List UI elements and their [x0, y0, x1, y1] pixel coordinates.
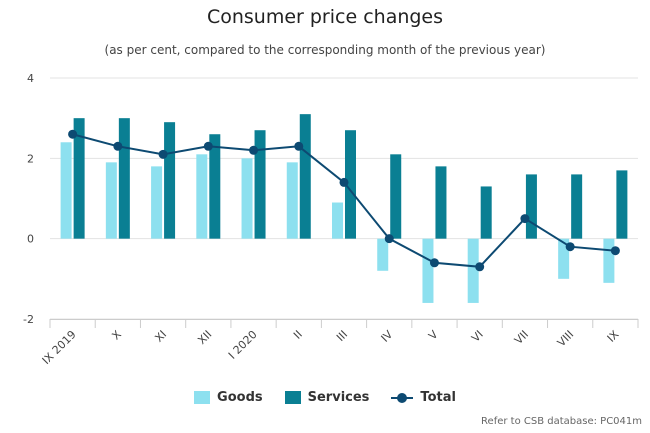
bar-goods [286, 162, 298, 239]
total-swatch [391, 392, 414, 404]
x-tick-label: IX 2019 [40, 328, 79, 367]
x-tick-label: I 2020 [226, 328, 260, 362]
chart-title: Consumer price changes [206, 6, 444, 28]
legend-item-goods[interactable]: Goods [194, 390, 263, 405]
source-credit[interactable]: Refer to CSB database: PC041m [481, 416, 642, 427]
bar-services [164, 122, 176, 239]
x-tick-label: IV [379, 328, 396, 345]
total-point [203, 141, 213, 151]
total-point [158, 149, 168, 159]
x-tick-label: XII [195, 328, 214, 347]
bar-goods [241, 158, 253, 239]
bar-goods [60, 142, 72, 239]
bar-goods [377, 238, 389, 271]
x-tick-label: II [291, 328, 305, 342]
x-tick-label: VII [512, 328, 531, 347]
x-axis [49, 319, 639, 328]
total-point [429, 258, 439, 268]
x-tick-label: IX [605, 328, 622, 345]
bar-goods [105, 162, 117, 239]
total-point [249, 145, 259, 155]
bar-services [480, 186, 492, 239]
bar-services [525, 174, 537, 239]
x-tick-label: III [334, 328, 350, 344]
bar-services [73, 118, 85, 239]
bar-services [299, 114, 311, 239]
x-tick-label: XI [152, 328, 169, 345]
legend: Goods Services Total [0, 390, 650, 405]
bar-goods [196, 154, 208, 239]
total-point [565, 242, 575, 252]
total-point [384, 234, 394, 244]
total-point [294, 141, 304, 151]
goods-swatch [194, 391, 211, 404]
legend-item-total[interactable]: Total [391, 390, 456, 405]
legend-label-services: Services [307, 390, 370, 405]
bar-goods [332, 202, 343, 239]
y-tick-label: 2 [27, 152, 34, 165]
total-point [520, 214, 530, 224]
x-tick-label: X [109, 328, 124, 343]
total-point [610, 246, 620, 256]
bar-services [616, 170, 628, 239]
y-tick-label: 0 [27, 233, 34, 246]
y-tick-label: 4 [27, 72, 34, 85]
bar-services [390, 154, 402, 239]
legend-item-services[interactable]: Services [284, 390, 370, 405]
legend-label-total: Total [420, 390, 456, 405]
grid-lines [50, 77, 638, 320]
bar-services [571, 174, 583, 239]
bar-goods [603, 238, 615, 283]
total-point [475, 262, 485, 272]
total-point [68, 129, 78, 139]
bar-services [345, 130, 356, 239]
bar-services [254, 130, 266, 239]
total-point [113, 141, 123, 151]
bar-services [435, 166, 447, 239]
x-tick-label: VI [469, 328, 486, 345]
bar-goods [558, 238, 570, 279]
bar-services [118, 118, 130, 239]
legend-label-goods: Goods [217, 390, 263, 405]
bars [60, 114, 628, 303]
bar-goods [151, 166, 163, 239]
total-line [68, 129, 620, 272]
x-tick-label: V [426, 328, 441, 343]
bar-services [209, 134, 221, 239]
y-tick-label: -2 [23, 313, 34, 326]
bar-goods [422, 238, 434, 303]
services-swatch [284, 391, 301, 404]
total-point [339, 177, 349, 187]
bar-goods [467, 238, 479, 303]
chart-subtitle: (as per cent, compared to the correspond… [104, 43, 546, 57]
x-tick-label: VIII [555, 328, 576, 349]
